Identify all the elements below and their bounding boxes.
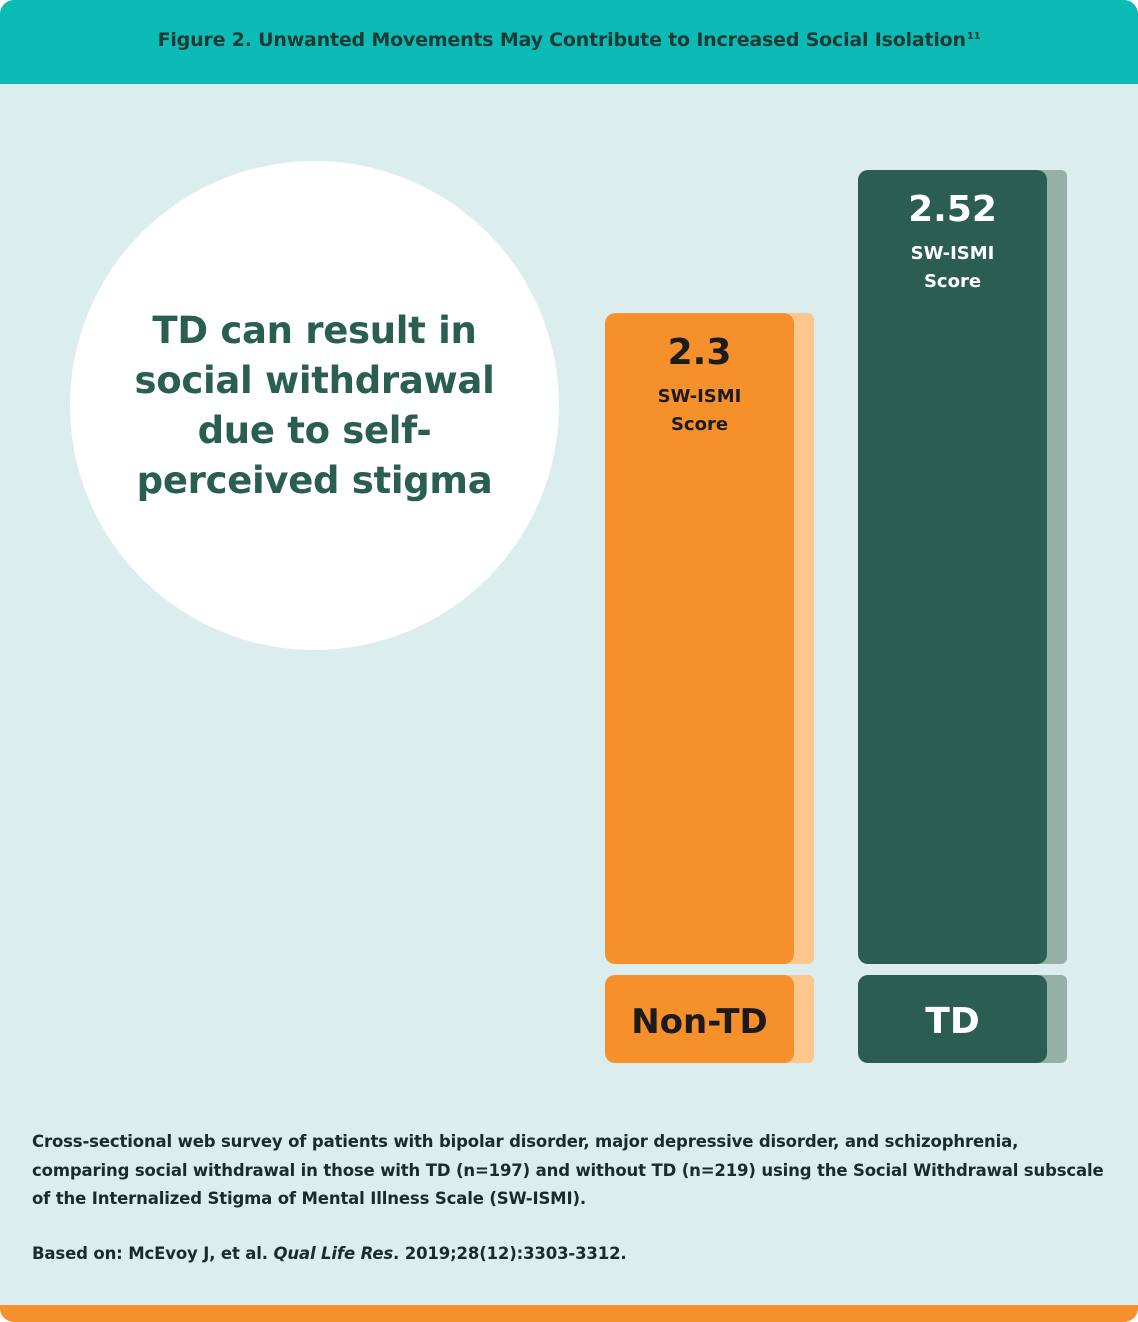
category-tab-td <box>858 975 1047 1063</box>
category-label-non-td: Non-TD <box>631 1002 768 1042</box>
journal-name: Qual Life Res <box>273 1244 394 1263</box>
bar-td <box>858 170 1047 964</box>
reference-superscript: 11 <box>966 30 981 42</box>
bar-value-label-td: 2.52 <box>908 189 997 230</box>
bar-unit-sublabel-non-td: Score <box>671 414 728 435</box>
study-footnote: Cross-sectional web survey of patients w… <box>32 1132 1104 1208</box>
callout-circle: TD can result in social withdrawal due t… <box>70 161 559 650</box>
category-tab-non-td <box>605 975 794 1063</box>
figure-header: Figure 2. Unwanted Movements May Contrib… <box>0 0 1138 84</box>
source-citation: Based on: McEvoy J, et al. Qual Life Res… <box>32 1244 627 1263</box>
callout-text: TD can result in social withdrawal due t… <box>134 308 495 502</box>
category-label-td: TD <box>925 1001 979 1042</box>
bar-non-td <box>605 313 794 965</box>
bar-unit-sublabel-td: Score <box>924 271 981 292</box>
bar-unit-label-td: SW-ISMI <box>911 243 995 264</box>
bar-value-label-non-td: 2.3 <box>668 332 732 373</box>
bar-unit-label-non-td: SW-ISMI <box>658 386 742 407</box>
bottom-accent-bar <box>0 1305 1138 1322</box>
figure-title: Figure 2. Unwanted Movements May Contrib… <box>157 29 981 51</box>
